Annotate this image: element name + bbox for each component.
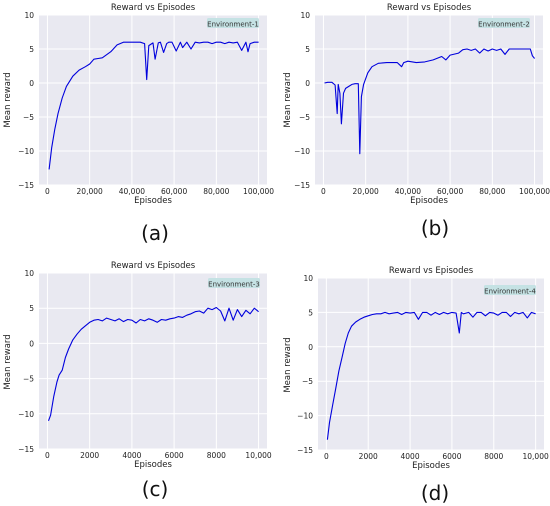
environment-label-box <box>208 278 260 288</box>
environment-label: Environment-1 <box>207 21 259 29</box>
environment-label: Environment-2 <box>478 21 530 29</box>
y-tick-label: 0 <box>305 79 310 88</box>
x-tick-label: 8000 <box>484 452 503 461</box>
x-tick-label: 80,000 <box>479 187 505 196</box>
y-tick-label: 5 <box>305 45 310 54</box>
x-tick-label: 80,000 <box>203 187 229 196</box>
environment-label-box <box>207 18 259 28</box>
x-tick-label: 8000 <box>207 451 226 460</box>
plot-area <box>39 273 267 449</box>
chart-title: Reward vs Episodes <box>111 261 196 271</box>
environment-label-box <box>484 285 536 295</box>
panel-caption: (c) <box>142 477 169 501</box>
x-axis-label: Episodes <box>410 196 448 206</box>
y-tick-label: 0 <box>29 339 34 348</box>
x-tick-label: 2000 <box>80 451 99 460</box>
panel-caption: (a) <box>141 221 169 245</box>
y-axis-label: Mean reward <box>3 72 13 127</box>
y-tick-label: 5 <box>308 308 313 317</box>
y-axis-label: Mean reward <box>3 334 13 389</box>
reward-series-line <box>48 41 259 170</box>
x-axis-label: Episodes <box>134 196 172 206</box>
x-tick-label: 0 <box>324 452 329 461</box>
plot-area <box>315 15 543 185</box>
x-tick-label: 20,000 <box>77 187 103 196</box>
x-tick-label: 100,000 <box>519 187 550 196</box>
x-tick-label: 100,000 <box>243 187 274 196</box>
x-tick-label: 6000 <box>165 451 184 460</box>
y-tick-label: −15 <box>18 445 34 454</box>
y-tick-label: 5 <box>29 304 34 313</box>
x-tick-label: 60,000 <box>437 187 463 196</box>
plot-area <box>318 278 544 450</box>
x-tick-label: 4000 <box>401 452 420 461</box>
y-tick-label: 10 <box>24 269 34 278</box>
y-tick-label: 10 <box>303 274 313 283</box>
x-tick-label: 0 <box>45 451 50 460</box>
x-tick-label: 10,000 <box>245 451 271 460</box>
y-axis-label: Mean reward <box>283 337 293 392</box>
y-tick-label: 10 <box>24 11 34 20</box>
y-tick-label: 0 <box>29 79 34 88</box>
y-tick-label: −5 <box>23 375 34 384</box>
reward-series-line <box>324 48 536 155</box>
panel-caption: (b) <box>421 216 449 240</box>
x-tick-label: 10,000 <box>523 452 549 461</box>
y-tick-label: −10 <box>18 147 34 156</box>
chart-panel-2: −15 −10 −5 0 5 10 0 20,000 40,000 60,000 80,000 100… <box>283 3 550 240</box>
x-tick-label: 6000 <box>442 452 461 461</box>
x-tick-label: 20,000 <box>353 187 379 196</box>
y-tick-label: −15 <box>294 181 310 190</box>
plot-area <box>39 15 267 185</box>
x-axis-label: Episodes <box>412 461 450 471</box>
chart-title: Reward vs Episodes <box>387 3 472 13</box>
environment-label-box <box>478 18 530 28</box>
panel-caption: (d) <box>421 481 449 505</box>
y-tick-label: 0 <box>308 343 313 352</box>
reward-series-line <box>47 306 259 421</box>
y-axis-label: Mean reward <box>283 72 293 127</box>
chart-title: Reward vs Episodes <box>111 3 196 13</box>
chart-title: Reward vs Episodes <box>389 266 474 276</box>
y-tick-label: −5 <box>302 377 313 386</box>
y-tick-label: 5 <box>29 45 34 54</box>
x-tick-label: 0 <box>45 187 50 196</box>
chart-panel-4: −15 −10 −5 0 5 10 0 2000 4000 6000 8000 10,000 Rewar… <box>283 266 549 505</box>
y-tick-label: −10 <box>297 412 313 421</box>
y-tick-label: 10 <box>300 11 310 20</box>
x-tick-label: 0 <box>321 187 326 196</box>
chart-panel-1: −15 −10 −5 0 5 10 0 20,000 40,000 60,000 80,000 100… <box>3 3 274 245</box>
environment-label: Environment-3 <box>208 281 260 289</box>
reward-series-line <box>326 311 536 440</box>
y-tick-label: −10 <box>18 410 34 419</box>
x-tick-label: 4000 <box>122 451 141 460</box>
y-tick-label: −10 <box>294 147 310 156</box>
y-tick-label: −15 <box>18 181 34 190</box>
environment-label: Environment-4 <box>484 288 536 296</box>
y-tick-label: −5 <box>23 113 34 122</box>
y-tick-label: −5 <box>299 113 310 122</box>
x-tick-label: 60,000 <box>161 187 187 196</box>
x-tick-label: 2000 <box>359 452 378 461</box>
chart-panel-3: −15 −10 −5 0 5 10 0 2000 4000 6000 8000 10,000 Rewar… <box>3 261 272 501</box>
x-axis-label: Episodes <box>134 460 172 470</box>
x-tick-label: 40,000 <box>395 187 421 196</box>
x-tick-label: 40,000 <box>119 187 145 196</box>
y-tick-label: −15 <box>297 446 313 455</box>
